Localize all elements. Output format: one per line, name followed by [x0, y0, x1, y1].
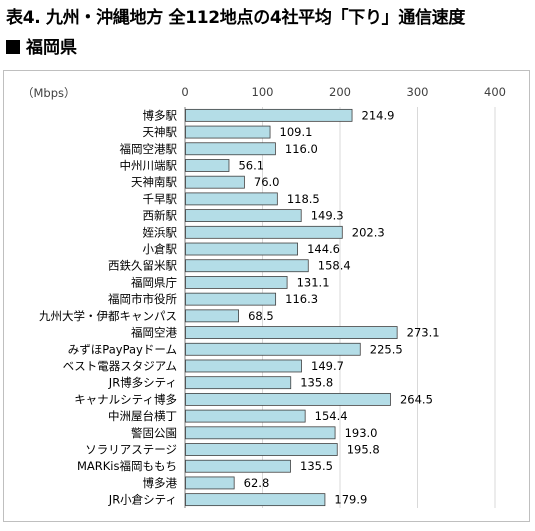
data-label: 158.4: [318, 259, 351, 273]
bar: [185, 108, 353, 122]
data-label: 193.0: [345, 426, 378, 440]
category-label: 博多港: [143, 476, 178, 490]
square-bullet-icon: [6, 40, 20, 54]
bar: [185, 326, 398, 339]
x-tick-label: 200: [329, 85, 351, 99]
chart-frame: [3, 70, 530, 522]
data-label: 76.0: [254, 175, 280, 189]
category-label: 警固公園: [131, 426, 177, 440]
bar: [185, 342, 361, 356]
category-label: 福岡市市役所: [108, 292, 177, 306]
bar: [185, 359, 302, 373]
data-label: 135.8: [300, 376, 333, 390]
unit-label: （Mbps）: [22, 86, 76, 100]
category-label: キャナルシティ博多: [74, 392, 177, 406]
data-label: 264.5: [400, 392, 433, 406]
category-label: ソラリアステージ: [85, 443, 177, 457]
data-label: 116.3: [285, 292, 318, 306]
category-label: 中州川端駅: [120, 158, 178, 172]
bar: [185, 426, 336, 440]
data-label: 62.8: [244, 476, 270, 490]
data-label: 273.1: [407, 326, 440, 340]
data-label: 214.9: [362, 108, 395, 122]
category-label: 天神南駅: [131, 175, 177, 189]
category-label: 博多駅: [143, 108, 178, 122]
bar: [185, 142, 276, 156]
bar: [185, 192, 278, 206]
category-label: 西新駅: [143, 209, 178, 223]
bar: [185, 125, 271, 139]
category-label: JR小倉シティ: [108, 493, 177, 507]
data-label: 179.9: [334, 493, 367, 507]
bar: [185, 276, 288, 289]
x-tick-label: 100: [252, 85, 274, 99]
data-label: 149.3: [311, 209, 344, 223]
data-label: 154.4: [315, 409, 348, 423]
data-label: 68.5: [248, 309, 274, 323]
section-heading: 福岡県: [6, 33, 77, 58]
x-tick-label: 0: [181, 85, 188, 99]
category-label: 九州大学・伊都キャンパス: [39, 309, 177, 323]
section-heading-label: 福岡県: [26, 38, 77, 58]
category-label: 福岡空港: [131, 326, 177, 340]
data-label: 135.5: [300, 459, 333, 473]
x-tick-label: 300: [407, 85, 429, 99]
category-label: 福岡県庁: [131, 275, 177, 289]
category-label: 姪浜駅: [143, 225, 178, 239]
category-label: MARKis福岡ももち: [77, 459, 177, 473]
bar: [185, 175, 245, 189]
bar: [185, 259, 309, 273]
bar: [185, 242, 298, 256]
data-label: 225.5: [370, 342, 403, 356]
category-label: ベスト電器スタジアム: [63, 359, 177, 373]
category-label: 千早駅: [143, 192, 178, 206]
data-label: 118.5: [287, 192, 320, 206]
category-label: みずほPayPayドーム: [68, 342, 177, 356]
data-label: 202.3: [352, 225, 385, 239]
data-label: 116.0: [285, 142, 318, 156]
data-label: 149.7: [311, 359, 344, 373]
bar: [185, 493, 326, 507]
bar: [185, 476, 235, 490]
category-label: 中洲屋台横丁: [108, 409, 177, 423]
data-label: 56.1: [238, 158, 264, 172]
bar: [185, 409, 306, 423]
bar: [185, 459, 291, 473]
x-tick-label: 400: [484, 85, 506, 99]
data-label: 195.8: [347, 443, 380, 457]
category-label: 天神駅: [143, 125, 178, 139]
bar: [185, 376, 292, 390]
category-label: 福岡空港駅: [120, 142, 178, 156]
bar: [185, 392, 391, 406]
category-label: 小倉駅: [143, 242, 178, 256]
bar: [185, 225, 343, 239]
category-label: JR博多シティ: [108, 376, 177, 390]
page-title: 表4. 九州・沖縄地方 全112地点の4社平均「下り」通信速度: [6, 8, 466, 28]
bar: [185, 292, 277, 306]
data-label: 109.1: [280, 125, 313, 139]
bar: [185, 443, 338, 456]
category-label: 西鉄久留米駅: [108, 259, 177, 273]
bar: [185, 209, 302, 223]
bar: [185, 159, 230, 172]
bar: [185, 309, 239, 323]
data-label: 131.1: [297, 275, 330, 289]
data-label: 144.6: [307, 242, 340, 256]
